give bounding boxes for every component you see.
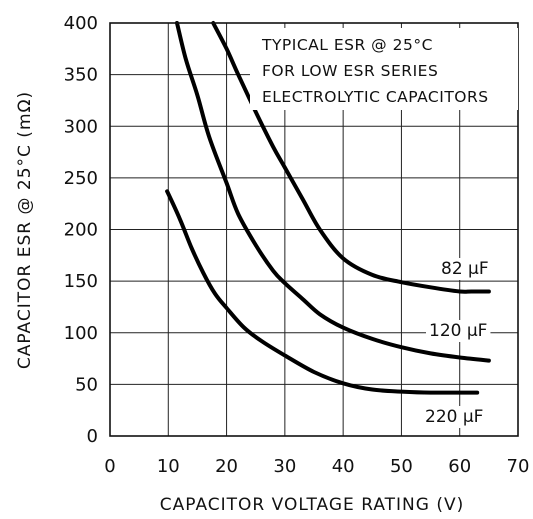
series-label-background	[422, 406, 487, 428]
chart-annotation: TYPICAL ESR @ 25°C FOR LOW ESR SERIES EL…	[250, 28, 518, 110]
y-tick-label: 350	[64, 65, 98, 86]
x-tick-label: 0	[104, 456, 115, 477]
series-labels: 82 μF 120 μF 220 μF	[422, 258, 492, 428]
y-tick-label: 300	[64, 116, 98, 137]
y-axis-title: CAPACITOR ESR @ 25°C (mΩ)	[15, 91, 35, 369]
x-tick-label: 50	[390, 456, 413, 477]
series-label: 120 μF	[429, 321, 487, 341]
y-tick-label: 0	[87, 426, 98, 447]
y-tick-label: 100	[64, 323, 98, 344]
annotation-line-1: TYPICAL ESR @ 25°C	[261, 36, 433, 54]
series-curve	[165, 189, 480, 395]
plot-frame	[109, 22, 519, 437]
series-curves	[165, 21, 491, 395]
annotation-line-2: FOR LOW ESR SERIES	[262, 62, 438, 80]
y-tick-label: 200	[64, 220, 98, 241]
x-tick-label: 60	[448, 456, 471, 477]
series-curve	[175, 21, 491, 363]
x-tick-label: 10	[157, 456, 180, 477]
x-tick-label: 20	[215, 456, 238, 477]
series-label-background	[426, 320, 491, 342]
series-curve	[211, 21, 491, 294]
x-tick-label: 40	[332, 456, 355, 477]
y-tick-label: 250	[64, 168, 98, 189]
y-tick-label: 150	[64, 271, 98, 292]
y-tick-label: 50	[75, 374, 98, 395]
x-axis-title: CAPACITOR VOLTAGE RATING (V)	[160, 495, 464, 515]
y-tick-labels: 0 50 100 150 200 250 300 350 400	[64, 13, 98, 447]
annotation-line-3: ELECTROLYTIC CAPACITORS	[262, 88, 489, 106]
series-label: 220 μF	[425, 407, 483, 427]
series-label-background	[438, 258, 492, 280]
x-tick-label: 30	[273, 456, 296, 477]
x-tick-label: 70	[507, 456, 530, 477]
x-tick-labels: 0 10 20 30 40 50 60 70	[104, 456, 529, 477]
y-tick-label: 400	[64, 13, 98, 34]
series-label: 82 μF	[441, 259, 489, 279]
